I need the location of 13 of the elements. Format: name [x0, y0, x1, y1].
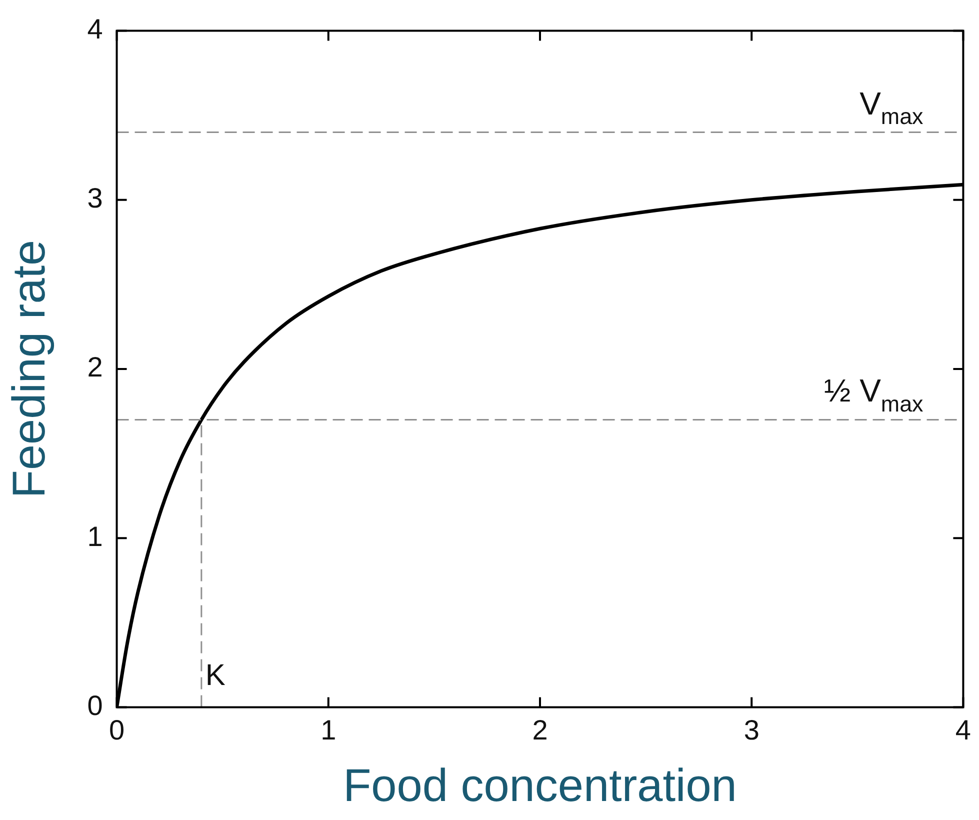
x-tick-label: 2: [532, 714, 548, 746]
y-tick-label: 2: [87, 352, 103, 383]
x-tick-label: 1: [320, 714, 336, 746]
y-axis-title: Feeding rate: [2, 240, 54, 498]
y-tick-label: 3: [87, 182, 103, 214]
x-tick-label: 0: [108, 714, 125, 746]
x-tick-label: 3: [744, 714, 760, 746]
y-tick-label: 0: [87, 690, 103, 721]
y-tick-label: 4: [87, 14, 103, 45]
ref-line-label: K: [205, 659, 226, 692]
x-tick-label: 4: [955, 714, 972, 746]
y-tick-label: 1: [87, 520, 103, 552]
x-axis-title: Food concentration: [343, 759, 737, 812]
